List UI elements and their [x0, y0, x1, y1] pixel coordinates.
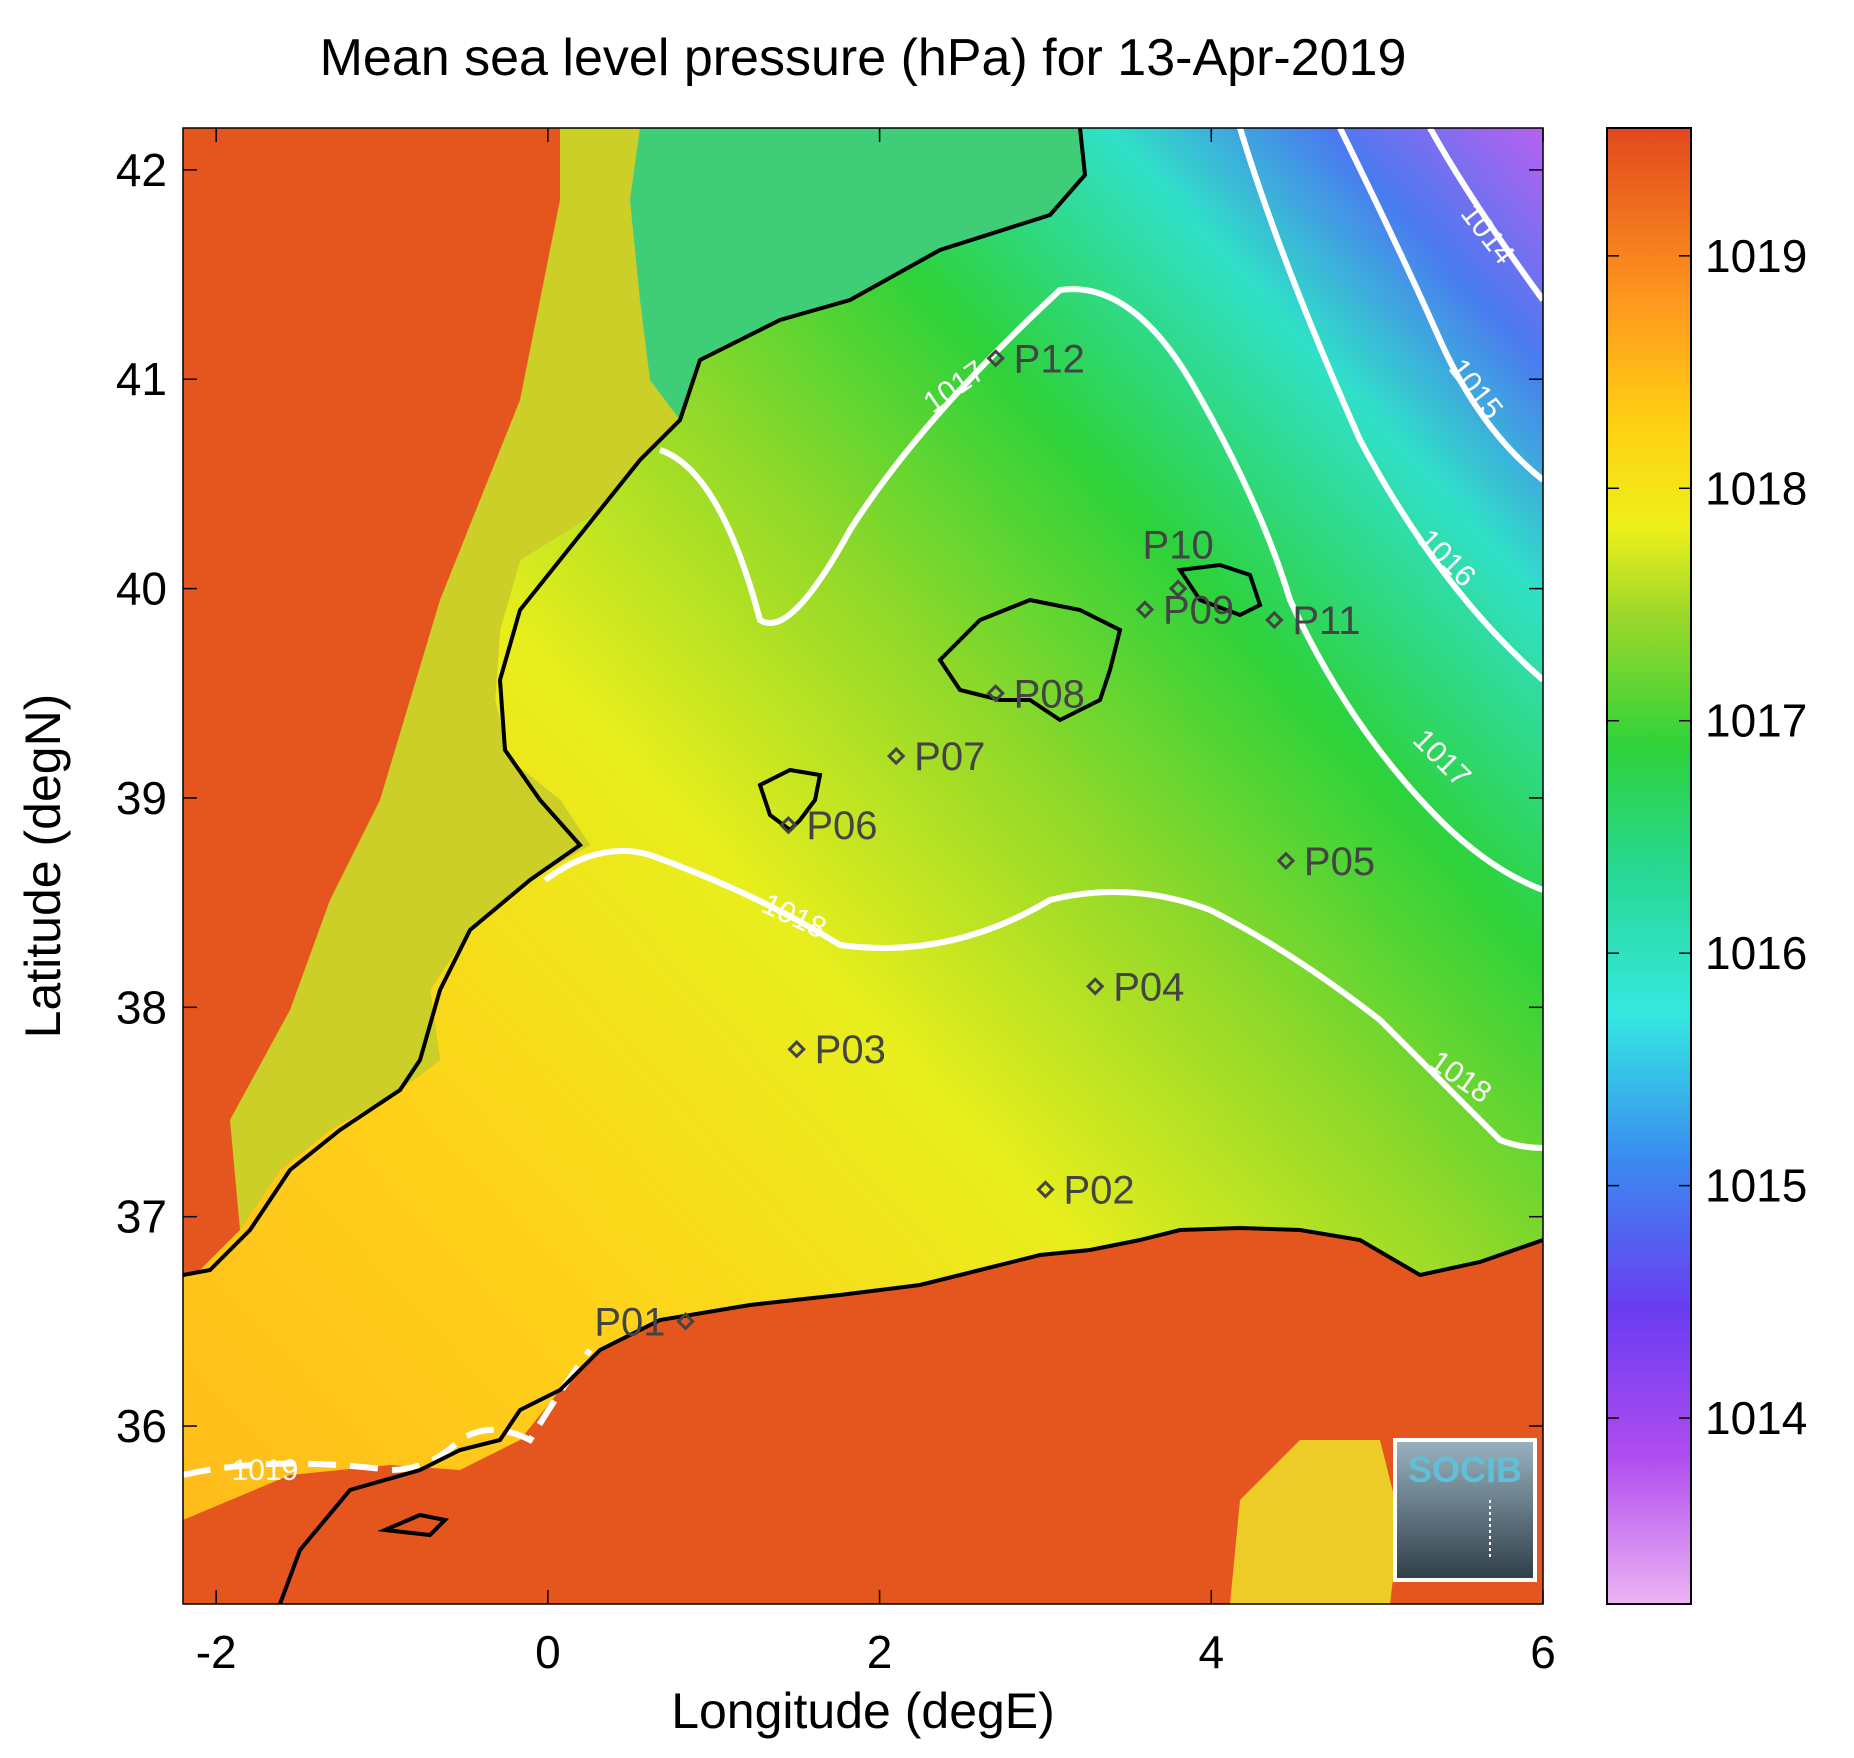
station-label: P04 — [1113, 965, 1184, 1009]
iberia-coastline — [183, 128, 1088, 1277]
socib-logo: SOCIB — [1393, 1438, 1537, 1582]
iberia-northeast-green — [630, 128, 1085, 420]
x-axis-ticks: -2 0 2 4 6 — [196, 128, 1556, 1678]
station-marker — [986, 684, 1005, 703]
y-axis-ticks: 36 37 38 39 40 41 42 — [116, 144, 1543, 1452]
y-tick-label: 42 — [116, 144, 167, 196]
station-marker — [779, 815, 798, 835]
station-label: P11 — [1292, 599, 1360, 643]
y-axis-label: Latitude (degN) — [15, 694, 71, 1039]
station-marker — [676, 1312, 695, 1331]
x-tick-label: 0 — [535, 1626, 561, 1678]
station-label: P05 — [1304, 840, 1375, 884]
menorca-coastline — [1176, 562, 1263, 618]
station-label: P07 — [914, 735, 985, 779]
y-tick-label: 38 — [116, 981, 167, 1033]
alboran-island-coastline — [377, 1512, 450, 1538]
station-marker — [1036, 1180, 1055, 1199]
colorbar-tick-label: 1019 — [1705, 230, 1807, 282]
ibiza-coastline — [757, 767, 823, 833]
map-plot-area: 1014 1015 1016 1017 1017 1018 1018 1019 … — [183, 128, 1543, 1604]
station-label: P10 — [1143, 524, 1214, 568]
station-label: P08 — [1014, 672, 1085, 716]
station-label: P01 — [594, 1300, 665, 1344]
colorbar-tick-label: 1015 — [1705, 1160, 1807, 1212]
station-label: P02 — [1063, 1168, 1134, 1212]
isobar-1014 — [1427, 128, 1543, 302]
colorbar-tick-label: 1018 — [1705, 462, 1807, 514]
north-africa-land — [183, 1228, 1543, 1604]
station-label: P12 — [1014, 337, 1085, 381]
isobar-1016 — [1237, 128, 1543, 683]
y-tick-label: 39 — [116, 772, 167, 824]
socib-logo-text: SOCIB — [1408, 1449, 1522, 1490]
x-axis-label: Longitude (degE) — [671, 1683, 1055, 1739]
isobar-label: 1019 — [232, 1454, 299, 1487]
x-tick-label: 2 — [867, 1626, 893, 1678]
station-marker — [1265, 610, 1284, 630]
y-tick-label: 36 — [116, 1400, 167, 1452]
north-africa-yellow-patch — [1230, 1440, 1400, 1604]
colorbar-tick-label: 1016 — [1705, 927, 1807, 979]
station-marker — [1276, 851, 1296, 870]
x-tick-label: 6 — [1530, 1626, 1556, 1678]
station-marker — [986, 349, 1005, 368]
station-marker — [1086, 977, 1105, 996]
colorbar-ticks: 1014 1015 1016 1017 1018 1019 — [1607, 230, 1807, 1444]
isobar-1017 — [658, 286, 1543, 893]
station-markers: P01 P02 P03 P04 P05 P06 P07 P08 P09 P10 P11 P12 — [594, 337, 1375, 1344]
chart-title: Mean sea level pressure (hPa) for 13-Apr… — [320, 29, 1407, 87]
x-tick-label: 4 — [1198, 1626, 1224, 1678]
isobar-contours — [183, 128, 1543, 1478]
station-marker — [787, 1039, 806, 1059]
africa-coastline — [278, 1225, 1543, 1604]
colorbar-tick-label: 1014 — [1705, 1392, 1807, 1444]
station-label: P06 — [806, 804, 877, 848]
station-label: P09 — [1163, 589, 1234, 633]
y-tick-label: 37 — [116, 1191, 167, 1243]
station-marker — [1135, 600, 1155, 619]
isobar-1019 — [183, 1348, 593, 1478]
isobar-1018 — [543, 847, 1543, 1151]
station-label: P03 — [815, 1028, 886, 1072]
y-tick-label: 41 — [116, 353, 167, 405]
station-marker — [1168, 579, 1188, 598]
plot-frame — [182, 127, 1544, 1605]
colorbar-tick-label: 1017 — [1705, 695, 1807, 747]
colorbar-gradient — [1606, 127, 1692, 1605]
iberia-coastal-band — [230, 128, 1085, 1230]
y-tick-label: 40 — [116, 563, 167, 615]
isobar-1015 — [1337, 128, 1543, 483]
station-marker — [886, 746, 906, 766]
colorbar: 1014 1015 1016 1017 1018 1019 — [1606, 127, 1807, 1605]
x-tick-label: -2 — [196, 1626, 237, 1678]
